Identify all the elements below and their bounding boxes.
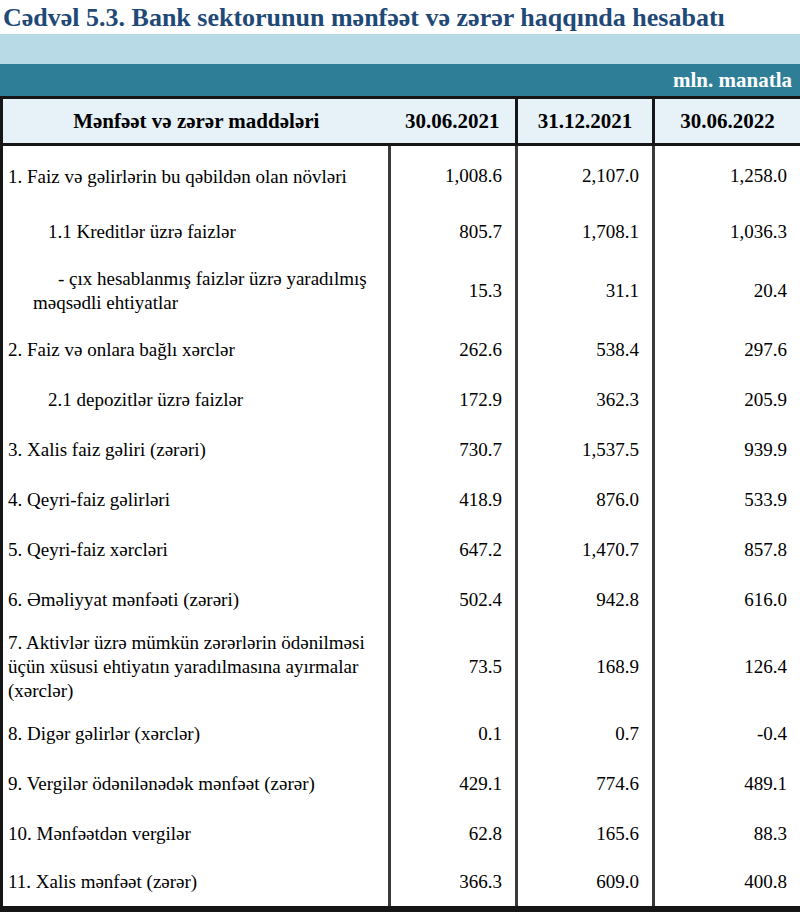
row-label: 11. Xalis mənfəət (zərər): [2, 859, 390, 909]
column-header-date-1: 30.06.2021: [390, 98, 517, 145]
row-value: 1,008.6: [390, 145, 517, 207]
table-row: 1. Faiz və gəlirlərin bu qəbildən olan n…: [2, 145, 800, 207]
table-row: 3. Xalis faiz gəliri (zərəri) 730.7 1,53…: [2, 425, 800, 475]
column-header-date-3: 30.06.2022: [654, 98, 800, 145]
row-label: 4. Qeyri-faiz gəlirləri: [2, 475, 390, 525]
row-value: 857.8: [654, 525, 800, 575]
row-value: 0.7: [517, 709, 654, 759]
row-label: 10. Mənfəətdən vergilər: [2, 809, 390, 859]
table-row: 1.1 Kreditlər üzrə faizlər 805.7 1,708.1…: [2, 207, 800, 257]
row-label: 9. Vergilər ödənilənədək mənfəət (zərər): [2, 759, 390, 809]
row-value: 31.1: [517, 257, 654, 325]
unit-label: mln. manatla: [673, 68, 800, 93]
table-body: 1. Faiz və gəlirlərin bu qəbildən olan n…: [2, 145, 800, 909]
row-label: 2.1 depozitlər üzrə faizlər: [2, 375, 390, 425]
row-value: 1,537.5: [517, 425, 654, 475]
table-row: 6. Əməliyyat mənfəəti (zərəri) 502.4 942…: [2, 575, 800, 625]
row-value: 1,258.0: [654, 145, 800, 207]
row-value: 62.8: [390, 809, 517, 859]
page-title: Cədvəl 5.3. Bank sektorunun mənfəət və z…: [0, 0, 800, 34]
row-label: 1. Faiz və gəlirlərin bu qəbildən olan n…: [2, 145, 390, 207]
row-value: 502.4: [390, 575, 517, 625]
row-value: 88.3: [654, 809, 800, 859]
row-value: 418.9: [390, 475, 517, 525]
row-value: 126.4: [654, 625, 800, 709]
row-value: -0.4: [654, 709, 800, 759]
table-row: 2.1 depozitlər üzrə faizlər 172.9 362.3 …: [2, 375, 800, 425]
table-row: - çıx hesablanmış faizlər üzrə yaradılmı…: [2, 257, 800, 325]
row-value: 297.6: [654, 325, 800, 375]
row-value: 489.1: [654, 759, 800, 809]
row-value: 362.3: [517, 375, 654, 425]
row-value: 20.4: [654, 257, 800, 325]
row-value: 15.3: [390, 257, 517, 325]
row-value: 429.1: [390, 759, 517, 809]
row-value: 805.7: [390, 207, 517, 257]
row-value: 774.6: [517, 759, 654, 809]
decorative-light-band: [0, 34, 800, 64]
row-value: 400.8: [654, 859, 800, 909]
row-value: 533.9: [654, 475, 800, 525]
row-value: 1,470.7: [517, 525, 654, 575]
row-value: 876.0: [517, 475, 654, 525]
row-value: 366.3: [390, 859, 517, 909]
report-page: Cədvəl 5.3. Bank sektorunun mənfəət və z…: [0, 0, 800, 922]
row-label: 8. Digər gəlirlər (xərclər): [2, 709, 390, 759]
row-value: 647.2: [390, 525, 517, 575]
table-row: 5. Qeyri-faiz xərcləri 647.2 1,470.7 857…: [2, 525, 800, 575]
row-value: 942.8: [517, 575, 654, 625]
table-row: 4. Qeyri-faiz gəlirləri 418.9 876.0 533.…: [2, 475, 800, 525]
row-value: 205.9: [654, 375, 800, 425]
unit-band: mln. manatla: [0, 64, 800, 96]
row-label: 1.1 Kreditlər üzrə faizlər: [2, 207, 390, 257]
row-value: 1,036.3: [654, 207, 800, 257]
row-value: 1,708.1: [517, 207, 654, 257]
table-row: 7. Aktivlər üzrə mümkün zərərlərin ödəni…: [2, 625, 800, 709]
row-value: 168.9: [517, 625, 654, 709]
table-row: 10. Mənfəətdən vergilər 62.8 165.6 88.3: [2, 809, 800, 859]
row-value: 939.9: [654, 425, 800, 475]
row-value: 165.6: [517, 809, 654, 859]
table-header-row: Mənfəət və zərər maddələri 30.06.2021 31…: [2, 98, 800, 145]
row-value: 172.9: [390, 375, 517, 425]
row-label: - çıx hesablanmış faizlər üzrə yaradılmı…: [2, 257, 390, 325]
row-value: 538.4: [517, 325, 654, 375]
profit-loss-table: Mənfəət və zərər maddələri 30.06.2021 31…: [0, 96, 800, 912]
table-row: 11. Xalis mənfəət (zərər) 366.3 609.0 40…: [2, 859, 800, 909]
row-label: 5. Qeyri-faiz xərcləri: [2, 525, 390, 575]
row-label: 3. Xalis faiz gəliri (zərəri): [2, 425, 390, 475]
row-value: 609.0: [517, 859, 654, 909]
table-row: 2. Faiz və onlara bağlı xərclər 262.6 53…: [2, 325, 800, 375]
row-label: 6. Əməliyyat mənfəəti (zərəri): [2, 575, 390, 625]
row-value: 616.0: [654, 575, 800, 625]
column-header-items: Mənfəət və zərər maddələri: [2, 98, 390, 145]
row-value: 730.7: [390, 425, 517, 475]
column-header-date-2: 31.12.2021: [517, 98, 654, 145]
row-label: 2. Faiz və onlara bağlı xərclər: [2, 325, 390, 375]
row-value: 0.1: [390, 709, 517, 759]
table-row: 9. Vergilər ödənilənədək mənfəət (zərər)…: [2, 759, 800, 809]
row-value: 2,107.0: [517, 145, 654, 207]
row-value: 73.5: [390, 625, 517, 709]
row-label: 7. Aktivlər üzrə mümkün zərərlərin ödəni…: [2, 625, 390, 709]
table-row: 8. Digər gəlirlər (xərclər) 0.1 0.7 -0.4: [2, 709, 800, 759]
row-value: 262.6: [390, 325, 517, 375]
